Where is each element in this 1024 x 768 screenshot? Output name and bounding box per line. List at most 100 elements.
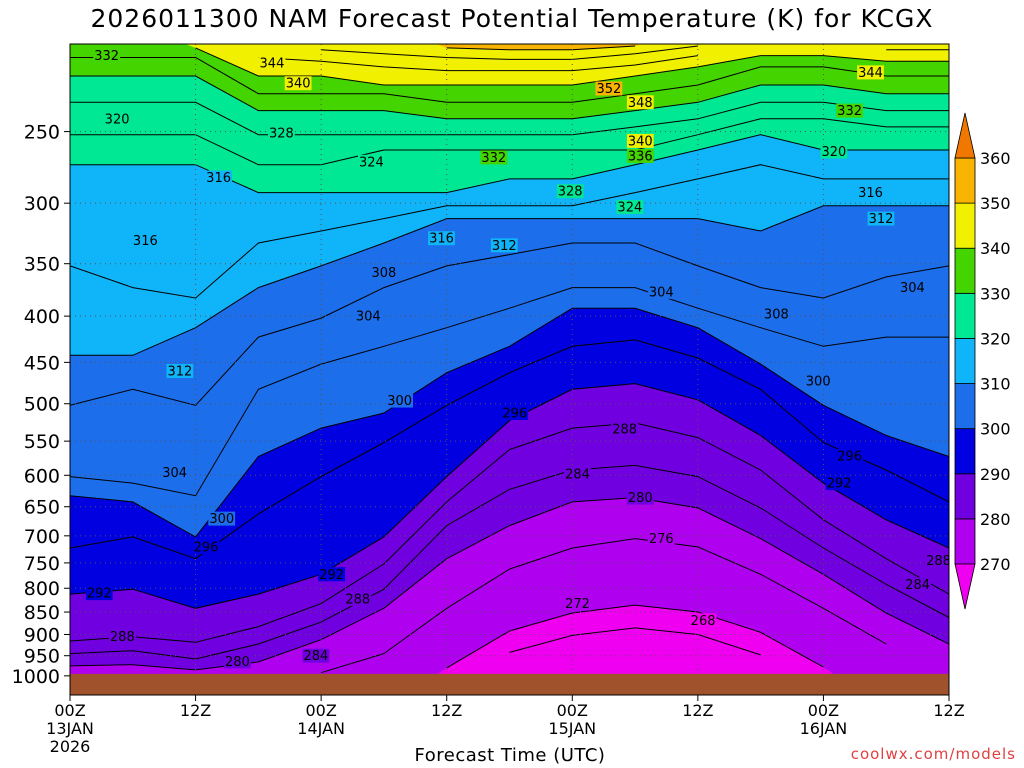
- contour-label-300: 300: [806, 375, 831, 390]
- contour-label-284: 284: [905, 578, 930, 593]
- x-tick-label-36-0: 12Z: [431, 701, 462, 720]
- contour-label-324: 324: [617, 201, 642, 216]
- contour-label-bg: [626, 133, 654, 148]
- contour-label-296: 296: [194, 540, 219, 555]
- colorbar-label-360: 360: [980, 149, 1011, 168]
- contour-label-bg: [224, 654, 251, 669]
- isentrope-328: [70, 101, 949, 136]
- isentrope-308: [70, 242, 949, 406]
- y-tick-label-750: 750: [24, 553, 60, 575]
- plot-frame: [69, 43, 950, 696]
- isentrope-288: [70, 422, 949, 643]
- contour-label-bg: [762, 307, 790, 322]
- contour-label-bg: [93, 48, 121, 63]
- x-tick-label-24-1: 14JAN: [297, 719, 345, 738]
- contour-label-bg: [825, 476, 853, 491]
- contour-label-348: 348: [628, 96, 653, 111]
- contour-label-bg: [386, 393, 414, 408]
- contour-label-bg: [595, 81, 623, 96]
- isentrope-280: [70, 497, 949, 671]
- y-tick-label-700: 700: [24, 526, 60, 548]
- x-tick-label-24-0: 00Z: [305, 701, 336, 720]
- contour-label-288: 288: [345, 592, 370, 607]
- contour-label-bg: [490, 238, 518, 253]
- y-tick-label-300: 300: [24, 193, 60, 215]
- colorbar-label-350: 350: [980, 194, 1011, 213]
- contour-label-328: 328: [558, 185, 583, 200]
- contour-label-bg: [836, 448, 863, 463]
- contour-label-312: 312: [167, 364, 192, 379]
- colorbar-segment-300: [954, 383, 976, 430]
- contour-label-bg: [564, 466, 591, 481]
- contour-label-344: 344: [858, 66, 883, 81]
- contour-label-292: 292: [827, 477, 852, 492]
- contour-label-276: 276: [649, 532, 674, 547]
- isentrope-272: [446, 604, 824, 669]
- contour-label-324: 324: [359, 155, 384, 170]
- contour-label-bg: [804, 374, 832, 389]
- contour-label-bg: [205, 170, 232, 185]
- colorbar-label-280: 280: [980, 510, 1011, 529]
- contour-label-bg: [357, 154, 385, 169]
- colorbar-segment-330: [954, 247, 976, 294]
- y-tick-label-450: 450: [24, 352, 60, 374]
- contour-label-bg: [857, 185, 884, 200]
- plot-area: 3323203163163443403283243523483403363323…: [70, 44, 949, 695]
- colorbar-label-330: 330: [980, 284, 1011, 303]
- x-tick-label-48-0: 00Z: [557, 701, 588, 720]
- contour-label-336: 336: [628, 149, 653, 164]
- y-tick-label-850: 850: [24, 602, 60, 624]
- colorbar-arrow-bottom: [954, 563, 976, 610]
- contour-label-284: 284: [303, 649, 328, 664]
- contour-label-340: 340: [628, 134, 653, 149]
- chart-title: 2026011300 NAM Forecast Potential Temper…: [90, 4, 934, 33]
- contour-label-bg: [616, 200, 644, 215]
- contour-label-bg: [626, 95, 654, 110]
- contour-label-280: 280: [628, 491, 653, 506]
- contour-label-bg: [208, 511, 236, 526]
- contour-label-300: 300: [209, 512, 234, 527]
- colorbar-arrow-top: [954, 112, 976, 159]
- colorbar-label-300: 300: [980, 420, 1011, 439]
- contour-label-bg: [836, 103, 863, 118]
- x-tick-label-0-1: 13JAN: [46, 719, 94, 738]
- site-credit: coolwx.com/models: [850, 745, 1016, 763]
- contour-label-bg: [857, 65, 884, 80]
- contour-label-280: 280: [225, 655, 250, 670]
- contour-label-bg: [626, 148, 654, 163]
- isentrope-312: [70, 205, 949, 356]
- contour-label-bg: [318, 567, 346, 582]
- contour-label-bg: [647, 284, 675, 299]
- contour-label-bg: [108, 629, 136, 644]
- contour-label-304: 304: [900, 281, 925, 296]
- contour-label-268: 268: [691, 614, 716, 629]
- contour-label-bg: [867, 211, 895, 226]
- contour-label-bg: [267, 126, 295, 141]
- contour-label-bg: [284, 76, 312, 91]
- x-tick-label-84-0: 12Z: [933, 701, 964, 720]
- contour-label-bg: [85, 586, 113, 601]
- isentrope-324: [70, 118, 949, 166]
- contour-label-bg: [626, 490, 654, 505]
- contour-label-312: 312: [492, 239, 517, 254]
- contour-label-bg: [354, 309, 382, 324]
- isentrope-336: [70, 57, 949, 103]
- contour-label-bg: [611, 421, 639, 436]
- x-tick-label-0-2: 2026: [50, 737, 91, 756]
- x-tick-label-0-0: 00Z: [54, 701, 85, 720]
- contour-label-320: 320: [821, 145, 846, 160]
- isentrope-316: [70, 164, 949, 299]
- isentrope-284: [70, 464, 949, 660]
- y-tick-label-250: 250: [24, 122, 60, 144]
- isentrope-276: [320, 538, 887, 674]
- x-tick-label-12-0: 12Z: [180, 701, 211, 720]
- y-tick-label-950: 950: [24, 646, 60, 668]
- contour-label-bg: [131, 233, 159, 248]
- contour-label-bg: [501, 406, 529, 421]
- contour-label-332: 332: [481, 151, 506, 166]
- colorbar-segment-350: [954, 157, 976, 204]
- contour-label-316: 316: [206, 171, 231, 186]
- surface-terrain: [70, 673, 949, 695]
- isentrope-304: [70, 287, 949, 497]
